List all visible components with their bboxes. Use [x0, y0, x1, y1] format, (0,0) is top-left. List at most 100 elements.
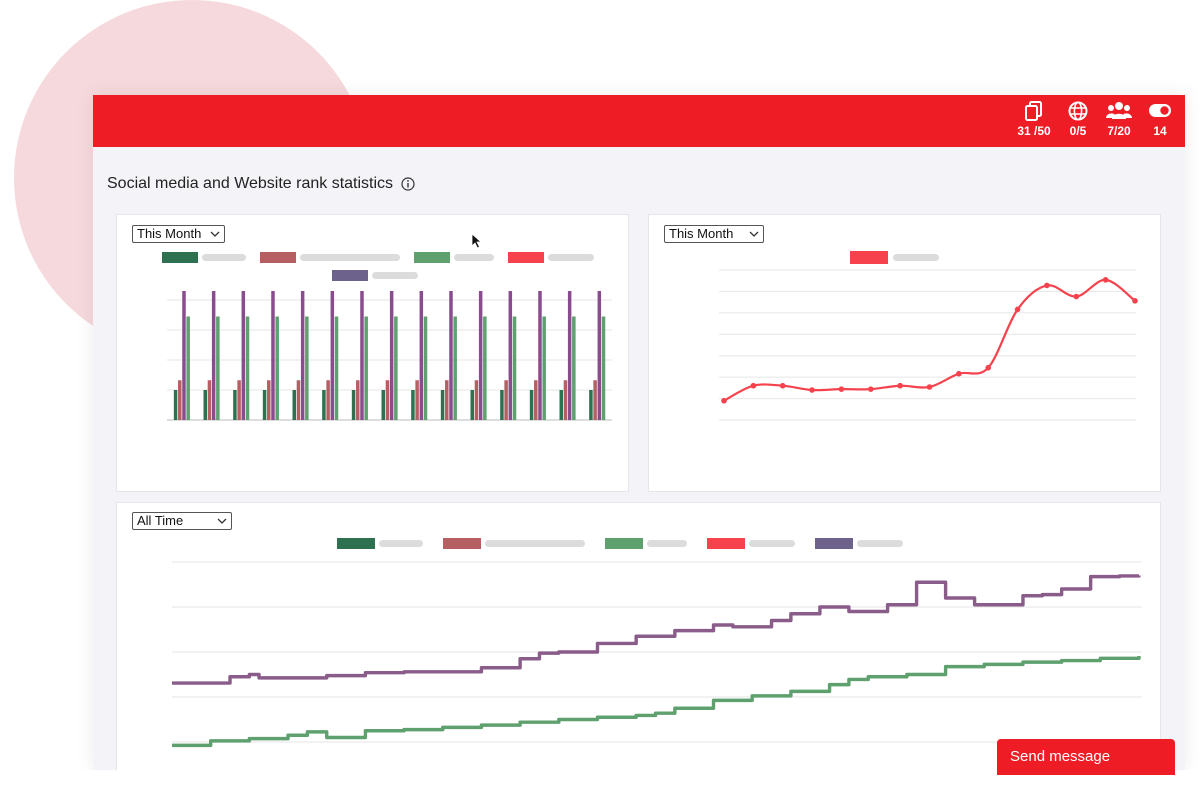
rank-data-point: [926, 384, 933, 390]
rank-data-point: [1044, 282, 1050, 289]
bar: [593, 380, 597, 420]
bar: [186, 316, 190, 420]
page-title: Social media and Website rank statistics: [107, 175, 394, 192]
websites-stat[interactable]: 0/5: [1056, 100, 1100, 138]
bar: [512, 316, 517, 420]
legend-swatch: [508, 252, 544, 263]
bar: [271, 291, 275, 420]
bar: [572, 316, 576, 420]
bar: [474, 380, 479, 420]
legend-swatch: [162, 252, 198, 263]
send-message-button[interactable]: Send message: [997, 739, 1175, 775]
rank-data-point: [1102, 277, 1109, 283]
bar-chart-period-value: This Month: [137, 226, 202, 241]
bar: [275, 316, 279, 420]
legend-label-placeholder: [857, 540, 903, 547]
bar: [233, 390, 237, 420]
rank-data-point: [838, 386, 845, 392]
mouse-cursor-icon: [471, 233, 483, 249]
rank-data-point: [867, 386, 874, 392]
bar: [385, 380, 390, 420]
legend-swatch: [332, 270, 368, 281]
rank-data-point: [1014, 306, 1021, 313]
history-chart-period-value: All Time: [137, 513, 184, 528]
bar: [326, 380, 330, 420]
rank-data-point: [956, 370, 962, 377]
documents-icon: [1025, 101, 1042, 121]
rank-line-chart: [719, 251, 1138, 421]
rank-chart-period-select[interactable]: This Month: [664, 225, 764, 243]
bar: [415, 380, 419, 420]
bar: [508, 291, 513, 420]
toggles-count: 14: [1153, 124, 1167, 138]
rank-data-point: [897, 382, 903, 389]
bar: [563, 380, 568, 420]
legend-label-placeholder: [893, 254, 939, 261]
bar: [241, 291, 246, 420]
rank-chart-period-value: This Month: [669, 226, 734, 241]
bar-chart-card: This Month: [116, 214, 629, 492]
legend-swatch: [850, 251, 888, 264]
bar: [262, 390, 267, 420]
bar: [542, 316, 546, 420]
legend-label-placeholder: [647, 540, 687, 547]
bar: [267, 380, 271, 420]
bar: [445, 380, 449, 420]
legend-label-placeholder: [454, 254, 494, 261]
chevron-down-icon: [217, 518, 227, 524]
legend-label-placeholder: [300, 254, 400, 261]
users-stat[interactable]: 7/20: [1097, 100, 1141, 138]
bar: [216, 316, 220, 420]
rank-data-point: [721, 397, 727, 404]
legend-swatch: [707, 538, 745, 549]
users-icon: [1106, 102, 1132, 119]
rank-data-point: [985, 364, 992, 371]
bar: [178, 380, 182, 420]
rank-data-point: [750, 382, 757, 389]
history-series-line: [172, 574, 1141, 685]
legend-swatch: [337, 538, 375, 549]
bar: [356, 380, 360, 420]
bar: [300, 291, 305, 420]
bar: [364, 316, 368, 420]
bar: [305, 316, 309, 420]
bar: [394, 316, 398, 420]
rank-data-point: [779, 382, 786, 389]
bar: [423, 316, 428, 420]
legend-label-placeholder: [749, 540, 795, 547]
bar: [419, 291, 424, 420]
legend-swatch: [815, 538, 853, 549]
legend-label-placeholder: [485, 540, 585, 547]
bar: [381, 390, 385, 420]
bar: [173, 390, 178, 420]
bar: [360, 291, 364, 420]
documents-count: 31 /50: [1017, 124, 1051, 138]
bar: [207, 380, 212, 420]
globe-icon: [1068, 101, 1088, 121]
bar: [453, 316, 457, 420]
bar: [478, 291, 483, 420]
bar: [296, 380, 301, 420]
bar: [330, 291, 335, 420]
bar: [504, 380, 508, 420]
history-series-line: [172, 656, 1141, 748]
bar: [245, 316, 250, 420]
rank-data-point: [1073, 293, 1080, 300]
bar: [449, 291, 453, 420]
info-icon[interactable]: [401, 177, 415, 191]
rank-data-point: [809, 387, 815, 393]
legend-label-placeholder: [372, 272, 418, 279]
bar-chart: [162, 252, 612, 421]
bar-chart-period-select[interactable]: This Month: [132, 225, 225, 243]
page-bottom: [0, 770, 1200, 785]
history-chart-period-select[interactable]: All Time: [132, 512, 232, 530]
bar: [334, 316, 339, 420]
bar: [203, 390, 207, 420]
rank-chart-card: This Month: [648, 214, 1161, 492]
chevron-down-icon: [210, 231, 220, 237]
toggles-stat[interactable]: 14: [1138, 100, 1182, 138]
top-bar: 31 /50 0/5: [93, 95, 1185, 147]
legend-swatch: [260, 252, 296, 263]
documents-stat[interactable]: 31 /50: [1012, 100, 1056, 138]
bar: [411, 390, 415, 420]
